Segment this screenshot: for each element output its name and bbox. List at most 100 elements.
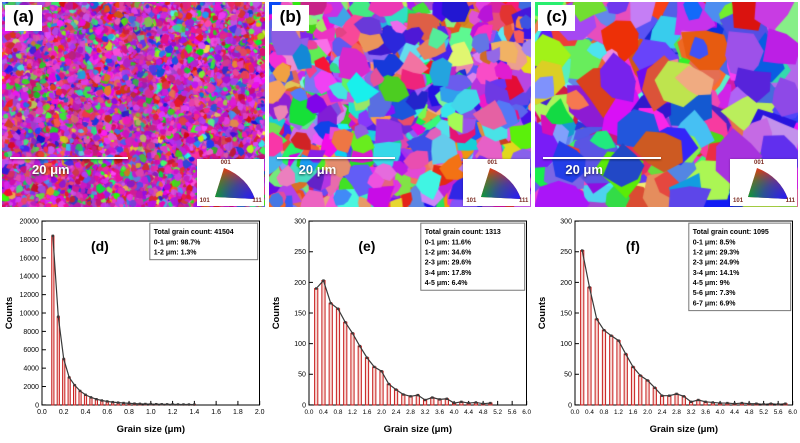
panel-label-a: (a)	[5, 5, 42, 31]
svg-text:3.6: 3.6	[701, 409, 710, 416]
scale-bar-a: 20 μm	[10, 157, 140, 189]
svg-text:0.0: 0.0	[571, 409, 580, 416]
svg-text:200: 200	[294, 280, 306, 287]
svg-text:5.6: 5.6	[774, 409, 783, 416]
panel-label-b: (b)	[271, 5, 310, 31]
svg-text:6-7 μm: 6.9%: 6-7 μm: 6.9%	[693, 300, 736, 307]
histogram-panel-d: 0 2000 4000 6000 8000 10000 12000 14000 16000 180…	[2, 209, 265, 441]
svg-text:1.6: 1.6	[211, 409, 221, 416]
svg-text:2.8: 2.8	[406, 409, 415, 416]
ipf-color-key-c: 001 101 111	[730, 159, 798, 206]
svg-text:5-6 μm: 7.3%: 5-6 μm: 7.3%	[693, 290, 736, 297]
svg-text:1.4: 1.4	[190, 409, 200, 416]
svg-text:0.4: 0.4	[585, 409, 594, 416]
svg-text:200: 200	[561, 280, 573, 287]
svg-text:12000: 12000	[20, 292, 40, 299]
ipf-triangle-icon	[481, 168, 522, 199]
svg-text:4.0: 4.0	[716, 409, 725, 416]
svg-text:1-2 μm: 34.6%: 1-2 μm: 34.6%	[424, 249, 471, 256]
svg-text:14000: 14000	[20, 274, 40, 281]
svg-text:2.0: 2.0	[255, 409, 265, 416]
ipf-color-key-b: 001 101 111	[463, 159, 531, 206]
ipf-label-111: 111	[518, 198, 529, 204]
svg-text:Grain size (μm): Grain size (μm)	[650, 424, 718, 435]
scale-bar-label: 20 μm	[32, 162, 70, 177]
svg-text:2000: 2000	[23, 384, 39, 391]
svg-text:0.2: 0.2	[59, 409, 69, 416]
svg-text:0: 0	[568, 402, 572, 409]
svg-text:0.4: 0.4	[319, 409, 328, 416]
histogram-panel-f: 0 50 100 150 200 250 300 0.0 0.4 0.8 1.2 1.6 2.0 2.4 2…	[535, 209, 799, 441]
svg-text:4.8: 4.8	[478, 409, 487, 416]
svg-text:4.8: 4.8	[745, 409, 754, 416]
svg-text:0.0: 0.0	[37, 409, 47, 416]
svg-text:0-1 μm: 8.5%: 0-1 μm: 8.5%	[693, 239, 736, 246]
svg-text:4.0: 4.0	[449, 409, 458, 416]
histograms-row: 0 2000 4000 6000 8000 10000 12000 14000 16000 180…	[2, 209, 799, 441]
svg-text:10000: 10000	[20, 310, 40, 317]
svg-text:Counts: Counts	[4, 297, 15, 330]
ebsd-map-panel-c: (c) 20 μm 001 101 111	[535, 2, 799, 207]
svg-text:Counts: Counts	[537, 297, 548, 330]
panel-label-c: (c)	[538, 5, 576, 31]
svg-text:2-3 μm: 24.9%: 2-3 μm: 24.9%	[693, 260, 740, 267]
svg-text:Counts: Counts	[271, 297, 282, 330]
svg-text:0.0: 0.0	[304, 409, 313, 416]
ipf-label-001: 001	[220, 160, 231, 166]
panel-label-text: (a)	[13, 7, 34, 26]
svg-text:(f): (f)	[626, 238, 640, 254]
svg-text:Grain size (μm): Grain size (μm)	[117, 424, 185, 435]
svg-text:0.8: 0.8	[124, 409, 134, 416]
scale-bar-line	[543, 157, 662, 159]
svg-text:3.2: 3.2	[420, 409, 429, 416]
ipf-label-101: 101	[733, 198, 744, 204]
svg-text:Total grain count: 41504: Total grain count: 41504	[154, 229, 234, 236]
svg-text:1.6: 1.6	[362, 409, 371, 416]
svg-text:0.8: 0.8	[600, 409, 609, 416]
svg-text:100: 100	[294, 341, 306, 348]
svg-text:0.8: 0.8	[333, 409, 342, 416]
svg-text:0-1 μm: 11.6%: 0-1 μm: 11.6%	[424, 239, 471, 246]
svg-text:250: 250	[294, 249, 306, 256]
ipf-label-001: 001	[754, 160, 765, 166]
grain-size-histogram-e: 0 50 100 150 200 250 300 0.0 0.4 0.8 1.2 1.6 2.0 2.4 2…	[271, 219, 532, 435]
svg-text:3-4 μm: 17.8%: 3-4 μm: 17.8%	[424, 270, 471, 277]
svg-text:(e): (e)	[358, 238, 375, 254]
svg-text:2.4: 2.4	[391, 409, 400, 416]
svg-text:0: 0	[302, 402, 306, 409]
svg-text:6.0: 6.0	[522, 409, 531, 416]
svg-text:5.6: 5.6	[507, 409, 516, 416]
grain-size-histogram-d: 0 2000 4000 6000 8000 10000 12000 14000 16000 180…	[4, 219, 265, 435]
svg-text:4-5 μm: 9%: 4-5 μm: 9%	[693, 280, 731, 287]
svg-text:(d): (d)	[91, 238, 109, 254]
svg-text:0.6: 0.6	[102, 409, 112, 416]
svg-text:3.2: 3.2	[687, 409, 696, 416]
panel-label-text: (c)	[546, 7, 568, 26]
svg-text:100: 100	[561, 341, 573, 348]
ipf-triangle-icon	[214, 168, 255, 199]
svg-text:3.6: 3.6	[435, 409, 444, 416]
svg-text:1.2: 1.2	[168, 409, 178, 416]
svg-text:Total grain count: 1095: Total grain count: 1095	[693, 229, 769, 236]
svg-text:150: 150	[561, 310, 573, 317]
svg-text:4000: 4000	[23, 366, 39, 373]
svg-text:0: 0	[35, 402, 39, 409]
scale-bar-c: 20 μm	[543, 157, 673, 189]
svg-text:2.0: 2.0	[643, 409, 652, 416]
ebsd-maps-row: (a) 20 μm 001 101 111	[2, 2, 799, 207]
svg-text:5.2: 5.2	[493, 409, 502, 416]
svg-text:Grain size (μm): Grain size (μm)	[383, 424, 451, 435]
svg-text:50: 50	[298, 372, 306, 379]
svg-text:300: 300	[561, 219, 573, 226]
svg-text:6000: 6000	[23, 347, 39, 354]
svg-text:250: 250	[561, 249, 573, 256]
scale-bar-b: 20 μm	[276, 157, 407, 189]
svg-text:300: 300	[294, 219, 306, 226]
scale-bar-line	[10, 157, 128, 159]
svg-text:1-2 μm: 29.3%: 1-2 μm: 29.3%	[693, 249, 740, 256]
scale-bar-label: 20 μm	[565, 162, 603, 177]
ipf-triangle-icon	[748, 168, 789, 199]
histogram-panel-e: 0 50 100 150 200 250 300 0.0 0.4 0.8 1.2 1.6 2.0 2.4 2…	[268, 209, 532, 441]
svg-text:Total grain count: 1313: Total grain count: 1313	[424, 229, 500, 236]
